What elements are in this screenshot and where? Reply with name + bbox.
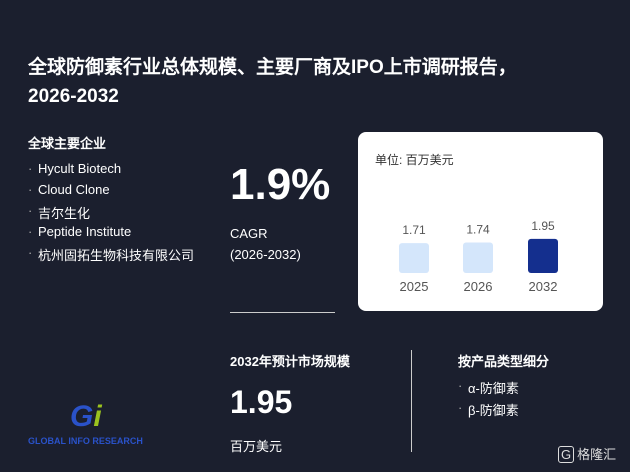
company: 杭州固拓生物科技有限公司 (28, 245, 194, 264)
value-label: 1.71 (402, 223, 426, 237)
bar (463, 242, 493, 273)
chart-card: 单位: 百万美元 1.71 2025 1.74 2026 1.95 2032 (358, 132, 603, 311)
brand-text: 格隆汇 (577, 447, 617, 462)
cagr-period: (2026-2032) (230, 247, 301, 262)
value-label: 1.74 (466, 223, 490, 237)
divider (230, 312, 335, 313)
bar (528, 238, 558, 273)
company: Cloud Clone (28, 182, 109, 197)
title: 2026-2032 (28, 86, 119, 107)
market-unit: 百万美元 (230, 439, 283, 454)
market-heading: 2032年预计市场规模 (230, 354, 350, 369)
logo-mark: Gi (70, 400, 102, 433)
chart: 1.71 2025 1.74 2026 1.95 2032 (399, 219, 558, 294)
segment: β-防御素 (458, 400, 519, 419)
x-tick-label: 2032 (529, 279, 558, 294)
cagr-value: 1.9% (230, 160, 331, 209)
value-label: 1.95 (531, 219, 555, 233)
cagr-label: CAGR (230, 226, 268, 241)
company: Peptide Institute (28, 224, 131, 239)
divider (411, 350, 412, 452)
company: Hycult Biotech (28, 161, 121, 176)
x-tick-label: 2026 (464, 279, 493, 294)
bar (399, 243, 429, 273)
title: 全球防御素行业总体规模、主要厂商及IPO上市调研报告， (28, 57, 517, 78)
logo-text: GLOBAL INFO RESEARCH (28, 436, 143, 446)
segment: α-防御素 (458, 378, 519, 397)
company: 吉尔生化 (28, 203, 90, 222)
brand: G 格隆汇 (558, 444, 616, 463)
segments-heading: 按产品类型细分 (458, 354, 550, 369)
companies-heading: 全球主要企业 (28, 136, 107, 151)
unit-label: 单位: 百万美元 (375, 153, 454, 167)
market-value: 1.95 (230, 384, 293, 420)
x-tick-label: 2025 (400, 279, 429, 294)
